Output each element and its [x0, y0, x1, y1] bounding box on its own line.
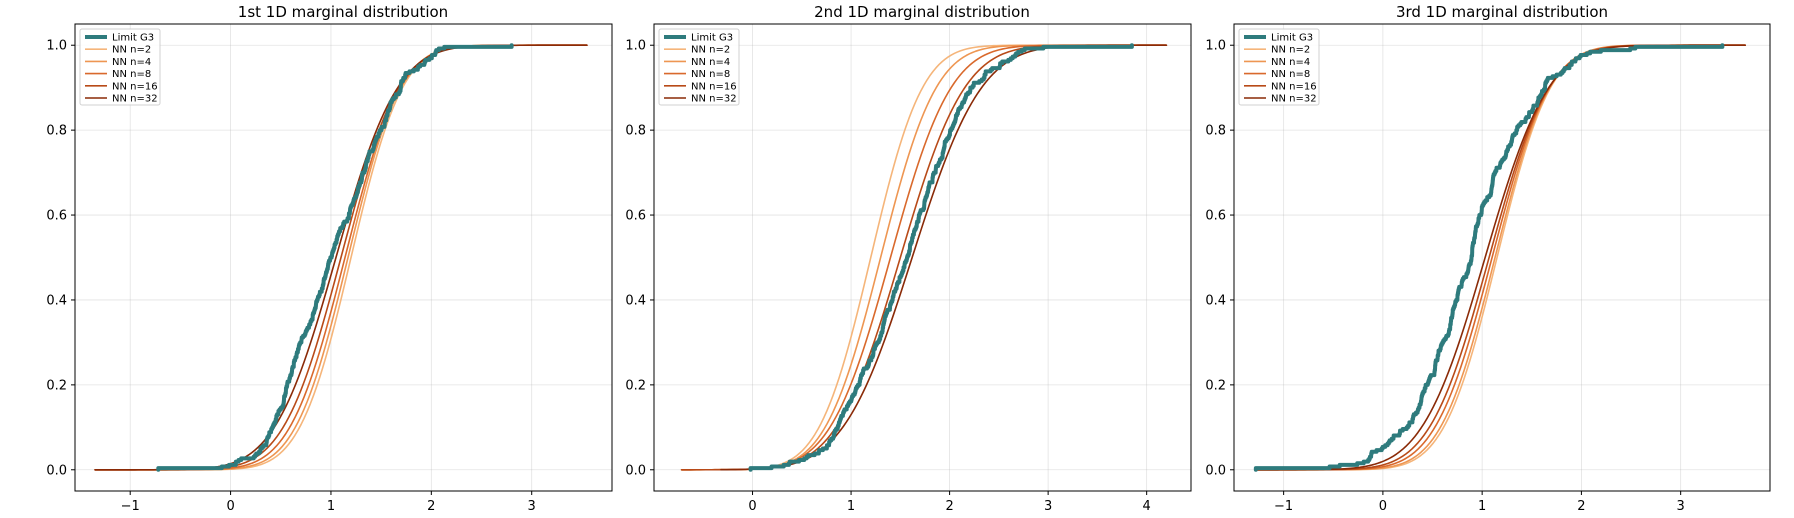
- panel-3-x-tick-label: 3: [1677, 499, 1685, 514]
- panel-1-legend-label: NN n=32: [112, 94, 158, 105]
- panel-2-x-tick-label: 1: [847, 499, 855, 514]
- panel-1-legend-label: NN n=2: [112, 45, 151, 56]
- panel-2-axes: [653, 23, 1192, 492]
- panel-3-series-nn-n-8: [1255, 44, 1746, 471]
- panel-2-x-tick-label: 3: [1044, 499, 1052, 514]
- panel-3: 3rd 1D marginal distribution −1 0 1 2 3 0.0 0.…: [1205, 3, 1771, 514]
- panel-2-legend-label: NN n=16: [691, 81, 737, 92]
- panel-3-legend-label: NN n=4: [1271, 57, 1310, 68]
- panel-3-series: [1253, 43, 1746, 472]
- panel-2-y-tick-label: 0.0: [625, 463, 646, 478]
- panel-2-x-tick-label: 4: [1143, 499, 1151, 514]
- panel-3-y-tick-label: 1.0: [1205, 39, 1226, 54]
- panel-2-y-tick-label: 0.6: [625, 209, 646, 224]
- panel-2-series-nn-n-4: [680, 44, 1168, 471]
- panel-1-legend-label: NN n=4: [112, 57, 151, 68]
- panel-1-y-tick-label: 0.4: [46, 293, 67, 308]
- panel-3-legend-label: NN n=2: [1271, 45, 1310, 56]
- panel-3-x-tick-label: 2: [1577, 499, 1585, 514]
- panel-2-legend-label: NN n=4: [691, 57, 730, 68]
- panel-1: 1st 1D marginal distribution −1 0 1 2 3 0.0 0.…: [46, 3, 613, 514]
- panel-3-legend-label: NN n=8: [1271, 69, 1310, 80]
- panel-2-y-tick-label: 0.8: [625, 124, 646, 139]
- panel-1-series-limit-g3: [156, 43, 514, 472]
- panel-2-series-nn-n-2: [680, 44, 1168, 471]
- panel-1-x-tick-label: −1: [121, 499, 140, 514]
- panel-1-y-tick-label: 0.6: [46, 209, 67, 224]
- panel-3-series-limit-g3: [1253, 43, 1725, 472]
- panel-3-series-nn-n-4: [1255, 44, 1746, 471]
- panel-3-ticks: −1 0 1 2 3 0.0 0.2 0.4 0.6 0.8 1.0: [1205, 39, 1684, 514]
- panel-2-grid: [654, 24, 1191, 491]
- panel-2-series-nn-n-16: [680, 44, 1168, 471]
- panel-1-y-tick-label: 0.0: [46, 463, 67, 478]
- panel-3-axes: [1233, 23, 1771, 492]
- panel-2-series-nn-n-8: [680, 44, 1168, 471]
- panel-2: 2nd 1D marginal distribution 0 1 2 3 4 0.0 0.2…: [625, 3, 1192, 514]
- panel-2-y-tick-label: 0.4: [625, 293, 646, 308]
- panel-1-x-tick-label: 1: [327, 499, 335, 514]
- panel-3-legend-label: Limit G3: [1271, 33, 1313, 44]
- panel-1-legend-label: NN n=16: [112, 81, 158, 92]
- panel-3-x-tick-label: −1: [1274, 499, 1293, 514]
- panel-3-x-tick-label: 0: [1379, 499, 1387, 514]
- panel-3-y-tick-label: 0.6: [1205, 209, 1226, 224]
- panel-2-y-tick-label: 0.2: [625, 378, 646, 393]
- panel-1-legend-label: NN n=8: [112, 69, 151, 80]
- panel-3-grid: [1234, 24, 1770, 491]
- panel-3-series-nn-n-32: [1255, 44, 1746, 471]
- panel-3-y-tick-label: 0.8: [1205, 124, 1226, 139]
- panel-1-y-tick-label: 0.2: [46, 378, 67, 393]
- panel-3-x-tick-label: 1: [1478, 499, 1486, 514]
- panel-2-series-limit-g3: [748, 43, 1134, 472]
- panel-1-x-tick-label: 3: [528, 499, 536, 514]
- panel-1-x-tick-label: 2: [427, 499, 435, 514]
- panel-3-series-nn-n-2: [1255, 44, 1746, 471]
- panel-1-series: [94, 43, 588, 472]
- panel-3-y-tick-label: 0.4: [1205, 293, 1226, 308]
- panel-1-y-tick-label: 0.8: [46, 124, 67, 139]
- panel-3-y-tick-label: 0.0: [1205, 463, 1226, 478]
- panel-2-legend-label: Limit G3: [691, 33, 733, 44]
- panel-1-x-tick-label: 0: [226, 499, 234, 514]
- panel-3-title: 3rd 1D marginal distribution: [1396, 3, 1608, 21]
- panel-2-series-nn-n-32: [720, 44, 1168, 471]
- panel-2-series: [680, 43, 1168, 472]
- panel-3-y-tick-label: 0.2: [1205, 378, 1226, 393]
- panel-2-title: 2nd 1D marginal distribution: [814, 3, 1030, 21]
- panel-3-series-nn-n-16: [1255, 44, 1746, 471]
- panel-2-legend-label: NN n=8: [691, 69, 730, 80]
- panel-3-legend-label: NN n=32: [1271, 94, 1317, 105]
- panel-1-axes: [74, 23, 613, 492]
- panel-1-title: 1st 1D marginal distribution: [238, 3, 448, 21]
- panel-2-x-tick-label: 0: [748, 499, 756, 514]
- panel-1-y-tick-label: 1.0: [46, 39, 67, 54]
- panel-2-legend-label: NN n=32: [691, 94, 737, 105]
- panel-2-x-tick-label: 2: [945, 499, 953, 514]
- panel-3-legend-label: NN n=16: [1271, 81, 1317, 92]
- panel-2-y-tick-label: 1.0: [625, 39, 646, 54]
- panel-1-ticks: −1 0 1 2 3 0.0 0.2 0.4 0.6 0.8 1.0: [46, 39, 536, 514]
- panel-1-series-nn-n-16: [94, 44, 588, 471]
- panel-1-legend-label: Limit G3: [112, 33, 154, 44]
- panel-2-ticks: 0 1 2 3 4 0.0 0.2 0.4 0.6 0.8 1.0: [625, 39, 1150, 514]
- panel-2-legend-label: NN n=2: [691, 45, 730, 56]
